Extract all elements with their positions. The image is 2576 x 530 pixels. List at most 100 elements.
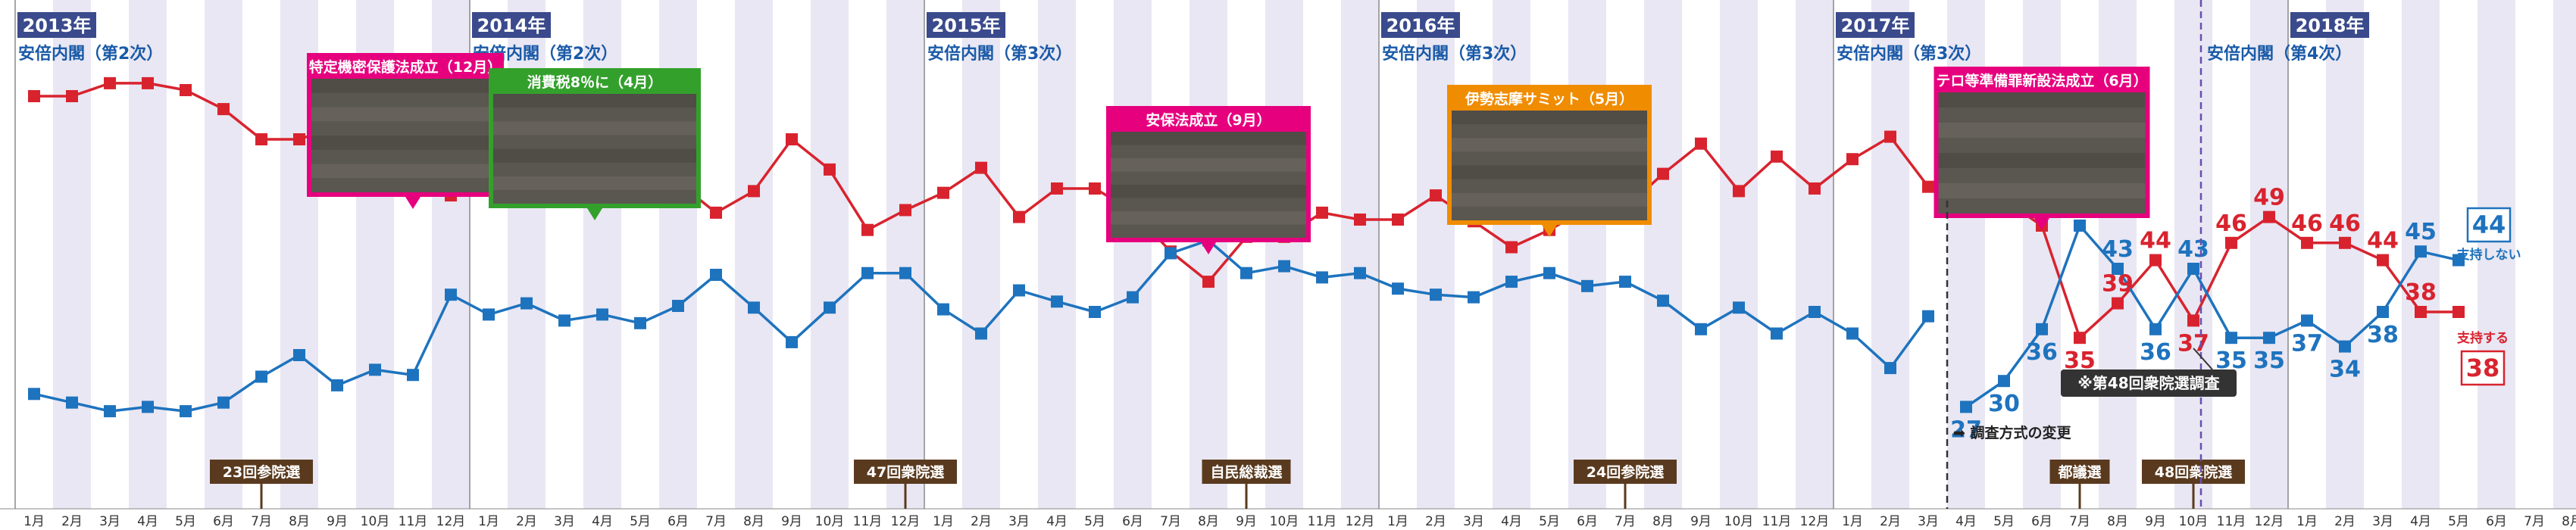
data-point-b: [1619, 276, 1631, 288]
month-band: [1038, 0, 1076, 509]
month-tick-label: 3月: [1463, 514, 1484, 529]
data-point-b: [2453, 254, 2465, 267]
month-tick-label: 11月: [1762, 514, 1792, 529]
month-tick-label: 1月: [23, 514, 45, 529]
value-label: 43: [2102, 236, 2134, 263]
event-annotations: 特定機密保護法成立（12月） 消費税8％に（4月） 安保法成立（9月） 伊勢志摩サミッ…: [307, 53, 2150, 254]
cabinet-change-label: 安倍内閣（第4次）: [2207, 44, 2352, 64]
data-point-r: [2074, 332, 2086, 344]
data-point-b: [1581, 279, 1593, 292]
data-point-b: [293, 349, 305, 361]
data-point-r: [1051, 182, 1063, 195]
data-point-b: [748, 301, 760, 314]
data-point-b: [1998, 375, 2010, 388]
month-tick-label: 4月: [1501, 514, 1522, 529]
data-point-b: [66, 396, 78, 409]
data-point-r: [142, 76, 154, 89]
data-point-r: [1013, 210, 1025, 223]
event-photo-texture: [1452, 111, 1647, 125]
election-badge: [1202, 460, 1291, 484]
event-photo-texture: [1452, 192, 1647, 207]
month-band: [735, 0, 773, 509]
value-label: 43: [2177, 236, 2209, 263]
month-tick-label: 7月: [1615, 514, 1636, 529]
data-point-b: [634, 316, 646, 329]
value-label: 49: [2253, 185, 2285, 211]
data-point-b: [1316, 271, 1328, 284]
month-tick-label: 12月: [1346, 514, 1375, 529]
data-point-r: [2187, 314, 2199, 327]
month-tick-label: 4月: [1955, 514, 1977, 529]
latest-value-approve: 38: [2466, 354, 2500, 382]
month-band: [1417, 0, 1455, 509]
value-label: 36: [2140, 339, 2171, 366]
month-tick-label: 2月: [971, 514, 992, 529]
data-point-b: [1127, 291, 1139, 304]
event-photo-texture: [311, 107, 499, 122]
value-label: 35: [2253, 348, 2285, 374]
year-label: 2016年: [1386, 15, 1455, 36]
data-point-r: [1695, 137, 1707, 150]
month-tick-label: 11月: [853, 514, 883, 529]
data-point-b: [2036, 323, 2048, 335]
election-badge: [2142, 460, 2245, 484]
month-tick-label: 4月: [137, 514, 158, 529]
year-badge: [1381, 12, 1460, 38]
month-tick-label: 5月: [1539, 514, 1560, 529]
value-label: 45: [2405, 219, 2437, 245]
event-label: 伊勢志摩サミット（5月）: [1465, 90, 1633, 108]
data-point-b: [28, 388, 40, 401]
data-point-b: [861, 267, 874, 279]
cabinet-label: 安倍内閣（第2次）: [18, 44, 163, 64]
election-label: 自民総裁選: [1210, 463, 1282, 481]
month-tick-label: 10月: [2179, 514, 2209, 529]
event-photo-texture: [1938, 92, 2146, 108]
event-photo-texture: [1452, 138, 1647, 152]
month-tick-label: 6月: [213, 514, 234, 529]
month-band: [129, 0, 167, 509]
election-label: 47回衆院選: [867, 463, 944, 481]
data-point-b: [521, 297, 533, 310]
data-point-r: [255, 133, 267, 145]
value-label: 37: [2291, 330, 2323, 357]
event-photo-texture: [1938, 153, 2146, 168]
data-point-b: [710, 268, 722, 281]
month-band: [1720, 0, 1758, 509]
data-point-r: [937, 186, 949, 199]
value-label: 37: [2177, 330, 2209, 357]
data-point-r: [1089, 182, 1101, 195]
data-point-r: [2263, 210, 2275, 223]
data-point-r: [28, 90, 40, 102]
data-point-b: [1695, 323, 1707, 335]
data-point-b: [2149, 323, 2162, 335]
series-line-b: [1965, 224, 2459, 408]
month-tick-label: 3月: [554, 514, 575, 529]
month-axis: 1月 2月 3月 4月 5月 6月 7月 8月 9月 10月 11月 12月 1月 2月 3月 4月 5月 6月 7…: [0, 508, 2576, 529]
data-point-r: [2301, 236, 2313, 249]
special-survey-badge: [2061, 369, 2237, 397]
data-point-r: [1846, 153, 1859, 166]
data-point-r: [899, 204, 911, 217]
data-point-b: [2377, 306, 2389, 318]
data-point-b: [407, 369, 419, 382]
event-label: 消費税8％に（4月）: [527, 73, 662, 91]
event-photo-texture: [1111, 132, 1306, 145]
month-band: [1644, 0, 1682, 509]
data-point-r: [1316, 206, 1328, 219]
month-band: [1871, 0, 1909, 509]
month-tick-label: 9月: [327, 514, 348, 529]
year-badge: [1836, 12, 1915, 38]
month-tick-label: 9月: [1236, 514, 1257, 529]
value-label: 34: [2329, 357, 2361, 383]
month-tick-label: 1月: [1842, 514, 1863, 529]
month-tick-label: 2月: [1425, 514, 1446, 529]
data-point-r: [861, 223, 874, 236]
data-point-b: [1922, 310, 1934, 323]
data-point-r: [1884, 130, 1896, 143]
month-tick-label: 8月: [2107, 514, 2128, 529]
cabinet-label: 安倍内閣（第3次）: [1837, 44, 1981, 64]
month-tick-label: 12月: [436, 514, 466, 529]
month-tick-label: 11月: [399, 514, 428, 529]
month-band: [962, 0, 1000, 509]
legend-approve: 支持する: [2457, 330, 2509, 346]
